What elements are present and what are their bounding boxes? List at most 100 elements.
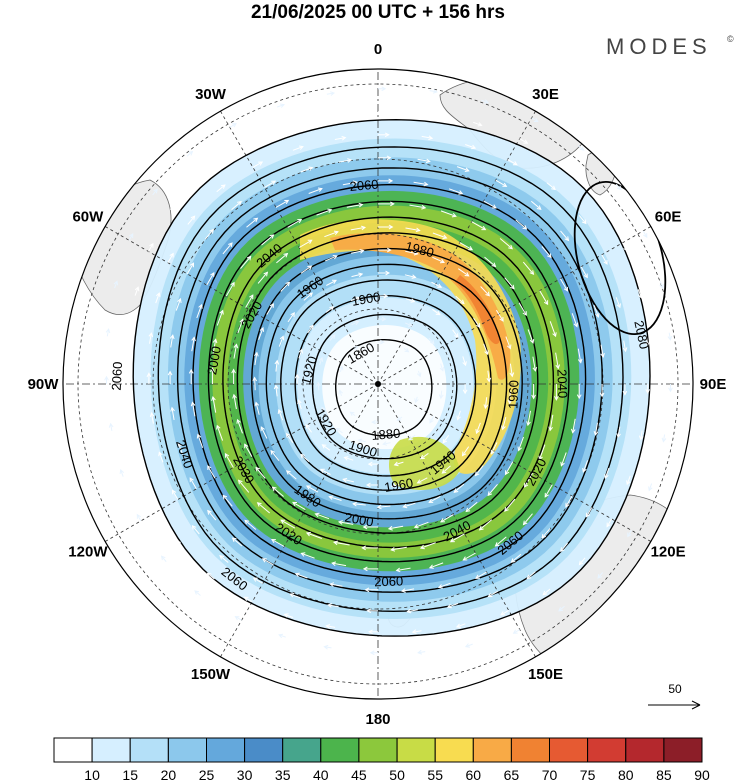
wind-vector-head [510, 284, 515, 290]
wind-vector [593, 305, 599, 318]
wind-vector [257, 502, 271, 514]
wind-vector [186, 151, 193, 157]
wind-vector-head [189, 477, 194, 483]
wind-vector [134, 287, 139, 296]
wind-vector [448, 188, 463, 195]
wind-vector-head [411, 629, 417, 634]
wind-vector-head [231, 368, 236, 374]
wind-vector-head [465, 507, 471, 513]
wind-vector-head [300, 552, 306, 557]
contour-label: 2060 [109, 361, 125, 391]
wind-vector-head [406, 608, 412, 614]
wind-vector-head [342, 477, 348, 483]
wind-vector [582, 460, 589, 473]
wind-vector-head [204, 167, 210, 173]
wind-vector [154, 502, 160, 511]
wind-vector-head [292, 501, 298, 507]
wind-vector-head [462, 556, 468, 561]
wind-vector [287, 312, 295, 323]
wind-vector [450, 533, 465, 543]
wind-vector [197, 434, 204, 448]
wind-vector-head [487, 592, 493, 598]
wind-vector [580, 266, 588, 278]
meridian-label-150w: 150W [191, 666, 231, 683]
wind-vector [292, 146, 304, 151]
wind-vector-head [544, 492, 549, 498]
wind-vector-head [307, 239, 313, 244]
colorbar-label: 25 [199, 767, 215, 782]
wind-vector [438, 582, 451, 588]
wind-vector-head [542, 590, 548, 596]
wind-vector-head [502, 182, 508, 187]
wind-vector [405, 250, 418, 255]
colorbar-label: 65 [504, 767, 520, 782]
wind-vector [513, 629, 521, 634]
wind-vector-head [564, 236, 570, 242]
meridian-label-30e: 30E [532, 86, 559, 103]
wind-vector-head [547, 253, 552, 259]
meridian-label-30w: 30W [195, 86, 227, 103]
wind-vector [488, 590, 498, 598]
wind-vector [244, 520, 257, 530]
wind-vector-head [209, 228, 214, 234]
wind-vector-head [435, 310, 441, 316]
wind-vector [396, 567, 411, 571]
wind-speed-shading [133, 119, 650, 637]
wind-vector-head [533, 117, 539, 122]
wind-vector [421, 135, 433, 139]
contour-label: 1900 [350, 289, 381, 309]
wind-vector-head [582, 467, 587, 473]
wind-vector-head [432, 89, 438, 94]
wind-vector [189, 477, 197, 490]
wind-vector-head [176, 540, 181, 546]
wind-vector [484, 397, 488, 409]
wind-vector-head [279, 103, 285, 108]
wind-vector-head [352, 180, 358, 186]
contour-label: 2060 [374, 573, 403, 589]
wind-vector [549, 321, 557, 337]
wind-vector-head [327, 208, 333, 214]
wind-vector [600, 344, 604, 357]
wind-vector [507, 159, 518, 166]
wind-vector-head [230, 281, 235, 287]
wind-vector-head [314, 512, 320, 518]
colorbar-label: 90 [694, 767, 710, 782]
wind-vector-head [442, 438, 448, 444]
wind-vector-head [387, 525, 393, 531]
wind-vector [648, 483, 653, 491]
wind-vector-head [430, 112, 436, 117]
wind-vector [490, 442, 498, 455]
wind-vector-head [271, 486, 277, 492]
wind-vector [338, 159, 352, 163]
colorbar: 10 15 20 25 30 35 40 45 50 55 60 65 70 75 80 85 90 [53, 737, 710, 782]
wind-vector-head [462, 389, 468, 395]
wind-vector [522, 261, 534, 275]
wind-vector [440, 363, 444, 371]
wind-vector-head [408, 322, 414, 327]
wind-vector [326, 279, 337, 286]
wind-vector-head [551, 185, 556, 191]
wind-vector [275, 360, 278, 372]
colorbar-swatch [549, 737, 589, 763]
wind-vector-head [243, 596, 249, 602]
wind-vector [233, 344, 237, 359]
wind-vector [252, 161, 263, 168]
contour-label: 2060 [349, 177, 379, 194]
colorbar-label: 40 [313, 767, 329, 782]
wind-vector [330, 114, 340, 118]
wind-vector-head [390, 201, 395, 207]
wind-vector-head [459, 299, 465, 305]
wind-vector-head [507, 399, 513, 405]
wind-vector-head [390, 547, 396, 552]
meridian-line [377, 226, 651, 385]
wind-vector-head [354, 320, 360, 326]
wind-vector [526, 571, 536, 579]
wind-vector-head [381, 316, 387, 322]
wind-vector-head [491, 204, 497, 209]
wind-vector [572, 418, 576, 433]
wind-vector [338, 521, 354, 525]
wind-vector-head [477, 122, 483, 127]
wind-vector-head [359, 249, 365, 254]
wind-vector-head [367, 461, 373, 467]
